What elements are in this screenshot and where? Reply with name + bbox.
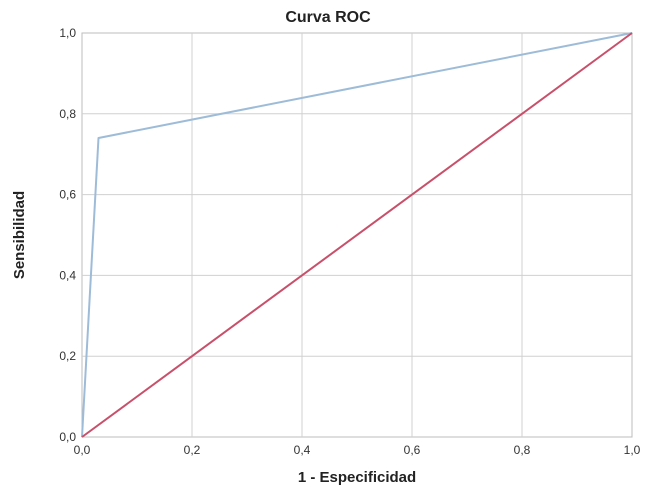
grid	[82, 33, 632, 437]
x-tick-label: 1,0	[624, 443, 641, 457]
x-axis-label: 1 - Especificidad	[298, 469, 416, 486]
reference-diagonal-line	[81, 32, 633, 438]
series-lines	[81, 32, 633, 438]
y-axis-label: Sensibilidad	[11, 191, 28, 279]
x-tick-label: 0,4	[294, 443, 311, 457]
y-tick-label: 0,6	[59, 188, 76, 202]
chart-title: Curva ROC	[285, 9, 371, 26]
x-tick-label: 0,6	[404, 443, 421, 457]
x-tick-label: 0,8	[514, 443, 531, 457]
y-tick-label: 0,0	[59, 430, 76, 444]
y-tick-label: 0,4	[59, 268, 76, 282]
roc-curve-line	[81, 32, 633, 438]
y-tick-label: 0,2	[59, 349, 76, 363]
tick-labels: 0,0 0,2 0,4 0,6 0,8 1,0 0,0 0,2 0,4 0,6 0,8 1,0	[59, 26, 640, 457]
x-tick-label: 0,0	[74, 443, 91, 457]
x-tick-label: 0,2	[184, 443, 201, 457]
y-tick-label: 1,0	[59, 26, 76, 40]
y-tick-label: 0,8	[59, 107, 76, 121]
